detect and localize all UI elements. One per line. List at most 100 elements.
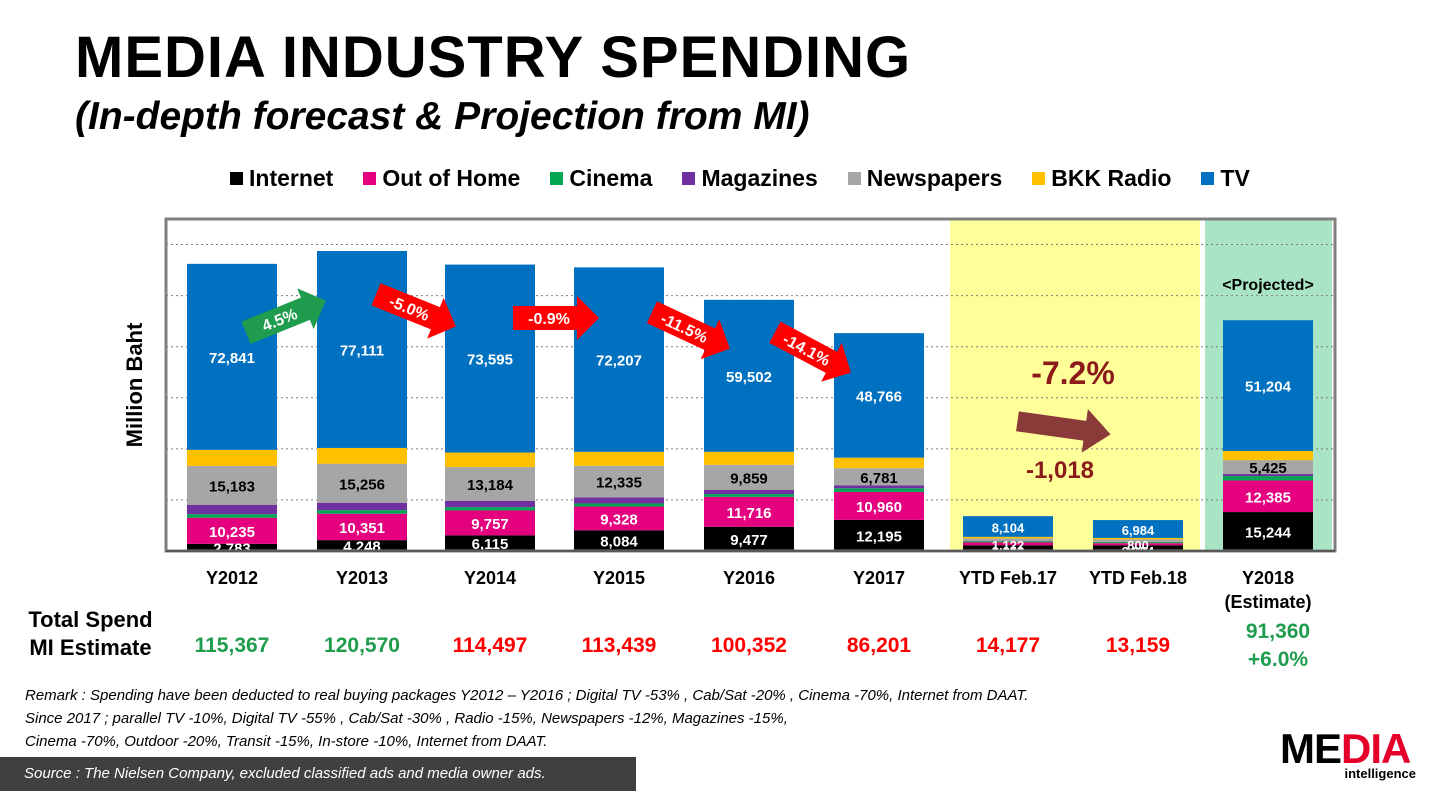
total-spend-value: 14,177 bbox=[975, 634, 1041, 657]
x-tick-label: YTD Feb.17 bbox=[959, 568, 1057, 588]
bar-cinema bbox=[1223, 476, 1313, 481]
source-note: Source : The Nielsen Company, excluded c… bbox=[0, 757, 636, 791]
data-label: 1,122 bbox=[992, 538, 1025, 553]
ytd-highlight-panel bbox=[950, 219, 1200, 551]
growth-arrow: -0.9% bbox=[513, 296, 599, 340]
growth-arrow-shape bbox=[241, 288, 326, 344]
total-estimate-value: 91,360 bbox=[1245, 620, 1311, 643]
data-label: 15,256 bbox=[339, 476, 385, 493]
data-label: 8,084 bbox=[600, 534, 638, 551]
data-label: 4,248 bbox=[343, 539, 381, 556]
remarks: Remark : Spending have been deducted to … bbox=[25, 684, 1028, 753]
bar-cinema bbox=[963, 541, 1053, 543]
total-spend-label: Total Spend MI Estimate bbox=[18, 606, 163, 662]
bar-newspapers bbox=[1093, 539, 1183, 542]
data-label: 15,244 bbox=[1245, 525, 1292, 542]
x-tick-label: Y2014 bbox=[464, 568, 516, 588]
data-label: 10,351 bbox=[339, 520, 385, 537]
legend-label: Cinema bbox=[569, 164, 653, 191]
growth-arrow: -5.0% bbox=[371, 283, 456, 339]
legend-swatch bbox=[1032, 171, 1046, 185]
bar-tv bbox=[445, 264, 535, 453]
growth-arrow-shape bbox=[513, 296, 599, 340]
media-intelligence-logo: MEDIA intelligence bbox=[1280, 725, 1430, 782]
legend-item-cinema: Cinema bbox=[550, 165, 652, 192]
logo-part: IA bbox=[1370, 725, 1411, 772]
ytd-change-percent: -7.2% bbox=[1031, 355, 1115, 391]
data-label: 12,195 bbox=[856, 528, 902, 545]
bar-tv bbox=[834, 333, 924, 458]
bar-internet bbox=[1223, 512, 1313, 551]
ytd-change-arrow-shape bbox=[1016, 408, 1111, 453]
logo-part: ME bbox=[1280, 725, 1342, 772]
total-spend-value: 114,497 bbox=[452, 634, 528, 657]
data-label: 15,183 bbox=[209, 478, 255, 495]
legend-label: TV bbox=[1220, 164, 1250, 191]
total-spend-value: 115,367 bbox=[194, 634, 270, 657]
bar-out-of-home bbox=[187, 517, 277, 544]
bar-newspapers bbox=[704, 464, 794, 490]
total-spend-value: 120,570 bbox=[324, 634, 400, 657]
bar-cinema bbox=[317, 510, 407, 514]
bar-magazines bbox=[1223, 474, 1313, 477]
legend-item-tv: TV bbox=[1201, 164, 1250, 192]
total-spend-label-line2: MI Estimate bbox=[29, 635, 152, 660]
x-tick-label: Y2013 bbox=[336, 568, 388, 588]
bar-magazines bbox=[187, 504, 277, 515]
total-estimate: 91,360 +6.0% bbox=[1213, 618, 1343, 674]
data-label: 13,184 bbox=[467, 477, 514, 494]
bar-magazines bbox=[834, 485, 924, 489]
y-axis-label: Million Baht bbox=[122, 322, 147, 448]
legend-swatch bbox=[1201, 171, 1215, 185]
bar-cinema bbox=[834, 488, 924, 492]
projected-label: <Projected> bbox=[1222, 277, 1314, 294]
x-tick-label: Y2017 bbox=[853, 568, 905, 588]
legend-swatch bbox=[847, 171, 861, 185]
bar-newspapers bbox=[187, 465, 277, 505]
bar-cinema bbox=[445, 507, 535, 511]
data-label: 11,716 bbox=[726, 505, 771, 522]
bar-internet bbox=[317, 540, 407, 551]
data-label: 6,115 bbox=[472, 536, 509, 553]
remark-line: Cinema -70%, Outdoor -20%, Transit -15%,… bbox=[25, 733, 548, 750]
x-tick-label: Y2015 bbox=[593, 568, 645, 588]
data-label: 48,766 bbox=[856, 388, 902, 405]
bar-magazines bbox=[704, 489, 794, 495]
bar-internet bbox=[445, 535, 535, 551]
bar-bkk-radio bbox=[1093, 537, 1183, 540]
legend-item-magazines: Magazines bbox=[682, 165, 818, 192]
legend-swatch bbox=[363, 171, 377, 185]
data-label: 9,328 bbox=[600, 511, 638, 528]
legend-label: Internet bbox=[249, 164, 334, 191]
data-label: 5,425 bbox=[1249, 460, 1287, 477]
growth-arrow-shape bbox=[371, 283, 456, 339]
legend-swatch bbox=[550, 171, 564, 185]
bar-cinema bbox=[574, 503, 664, 507]
bar-cinema bbox=[704, 494, 794, 497]
total-spend-value: 100,352 bbox=[711, 634, 787, 657]
growth-arrow-shape bbox=[646, 301, 730, 360]
bar-cinema bbox=[1093, 542, 1183, 544]
bar-tv bbox=[187, 263, 277, 450]
bar-out-of-home bbox=[704, 496, 794, 527]
bar-newspapers bbox=[574, 465, 664, 498]
bar-bkk-radio bbox=[574, 451, 664, 466]
data-label: 77,111 bbox=[340, 342, 384, 359]
bar-tv bbox=[1223, 320, 1313, 452]
bar-newspapers bbox=[834, 468, 924, 486]
legend-swatch bbox=[230, 171, 243, 185]
data-label: 9,477 bbox=[730, 532, 768, 549]
bar-tv bbox=[317, 251, 407, 448]
bar-tv bbox=[574, 267, 664, 452]
x-tick-label: Y2018 bbox=[1242, 568, 1294, 588]
legend-item-bkk-radio: BKK Radio bbox=[1032, 165, 1171, 192]
bar-bkk-radio bbox=[187, 449, 277, 466]
bar-newspapers bbox=[1223, 460, 1313, 475]
bar-internet bbox=[704, 526, 794, 551]
page-subtitle: (In-depth forecast & Projection from MI) bbox=[75, 95, 810, 138]
bar-bkk-radio bbox=[317, 447, 407, 464]
x-tick-label: (Estimate) bbox=[1224, 592, 1311, 612]
data-label: 72,841 bbox=[209, 350, 255, 367]
data-label: 6,781 bbox=[860, 470, 898, 487]
legend-item-out-of-home: Out of Home bbox=[363, 165, 520, 192]
